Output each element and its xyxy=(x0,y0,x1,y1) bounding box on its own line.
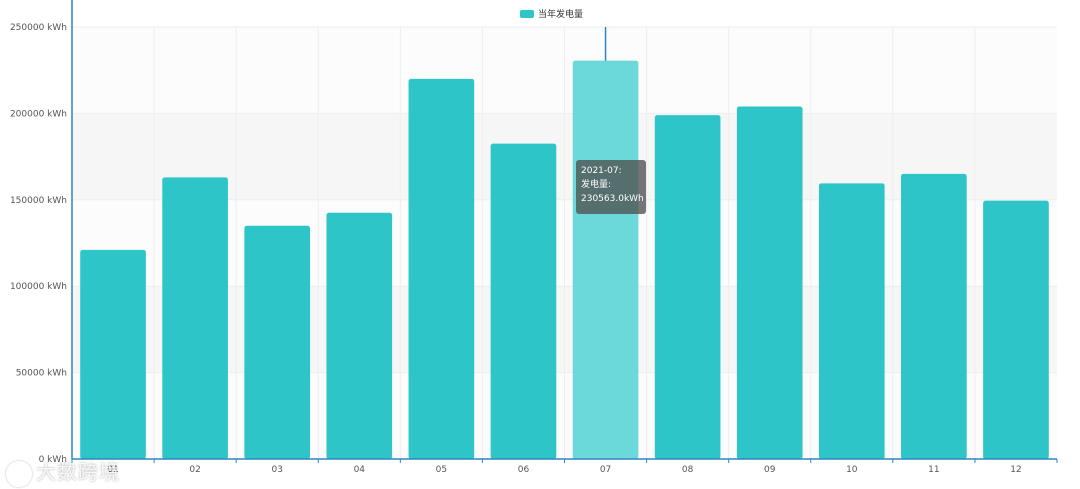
bar xyxy=(244,225,311,459)
y-tick-label: 250000 kWh xyxy=(10,23,67,33)
bar xyxy=(490,143,557,459)
x-tick-label: 06 xyxy=(518,465,530,475)
bar xyxy=(901,173,967,459)
x-tick-label: 08 xyxy=(682,465,694,475)
x-tick-label: 07 xyxy=(600,465,611,475)
y-tick-label: 50000 kWh xyxy=(16,369,67,379)
x-tick-label: 04 xyxy=(354,465,366,475)
bar xyxy=(736,106,803,459)
legend-swatch xyxy=(520,9,534,18)
bar xyxy=(408,78,475,459)
bar xyxy=(80,249,146,459)
tooltip-metric: 发电量: xyxy=(581,180,612,190)
bar xyxy=(983,200,1049,459)
x-tick-label: 05 xyxy=(436,465,447,475)
watermark-text: 大数跨境 xyxy=(36,460,120,484)
chart-legend[interactable]: 当年发电量 xyxy=(520,7,583,20)
x-tick-label: 12 xyxy=(1010,465,1021,475)
legend-label: 当年发电量 xyxy=(538,10,584,20)
y-tick-label: 200000 kWh xyxy=(10,109,67,119)
x-tick-label: 11 xyxy=(928,465,939,475)
bar xyxy=(162,177,228,459)
y-tick-label: 0 kWh xyxy=(39,455,67,465)
bar xyxy=(654,115,721,460)
x-tick-label: 03 xyxy=(271,465,282,475)
y-tick-label: 100000 kWh xyxy=(10,282,67,292)
bar xyxy=(572,60,639,460)
bar xyxy=(818,183,885,459)
x-tick-label: 01 xyxy=(107,465,118,475)
watermark: 大数跨境 xyxy=(6,456,120,487)
x-tick-label: 09 xyxy=(764,465,776,475)
bar xyxy=(326,212,393,459)
y-tick-label: 150000 kWh xyxy=(10,196,67,206)
tooltip-date: 2021-07: xyxy=(581,166,622,176)
watermark-logo-icon xyxy=(6,460,32,487)
tooltip: 2021-07: 发电量: 230563.0kWh xyxy=(576,160,646,214)
tooltip-value: 230563.0kWh xyxy=(581,194,644,204)
x-tick-label: 10 xyxy=(846,465,858,475)
x-tick-label: 02 xyxy=(189,465,200,475)
